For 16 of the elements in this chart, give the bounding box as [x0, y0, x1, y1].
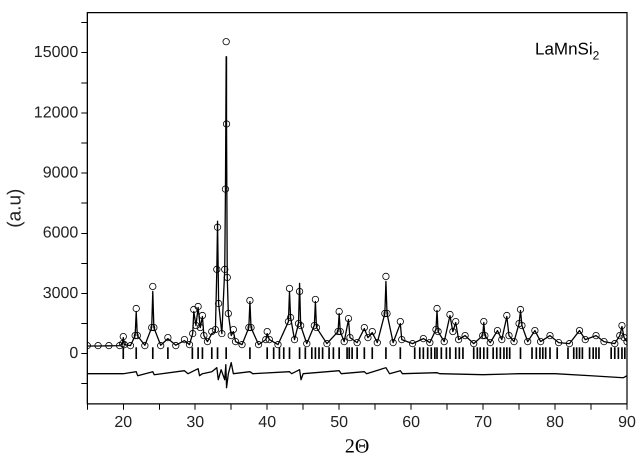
y-tick-label: 3000 [42, 284, 78, 302]
x-tick-label: 40 [258, 414, 276, 431]
x-tick-label: 80 [546, 414, 564, 431]
x-axis-title: 2Θ [344, 435, 370, 458]
x-tick-label: 30 [186, 414, 204, 431]
y-tick-label: 0 [69, 345, 78, 362]
x-tick-label: 50 [330, 414, 348, 431]
y-tick-label: 15000 [34, 44, 78, 62]
y-tick-label: 9000 [42, 164, 78, 182]
x-tick-label: 60 [402, 414, 420, 431]
x-tick-label: 20 [114, 414, 132, 431]
y-tick-label: 6000 [42, 224, 78, 242]
y-tick-label: 12000 [34, 104, 78, 122]
y-axis-title: (a.u) [4, 188, 26, 228]
x-tick-label: 90 [618, 414, 636, 431]
x-tick-label: 70 [474, 414, 492, 431]
